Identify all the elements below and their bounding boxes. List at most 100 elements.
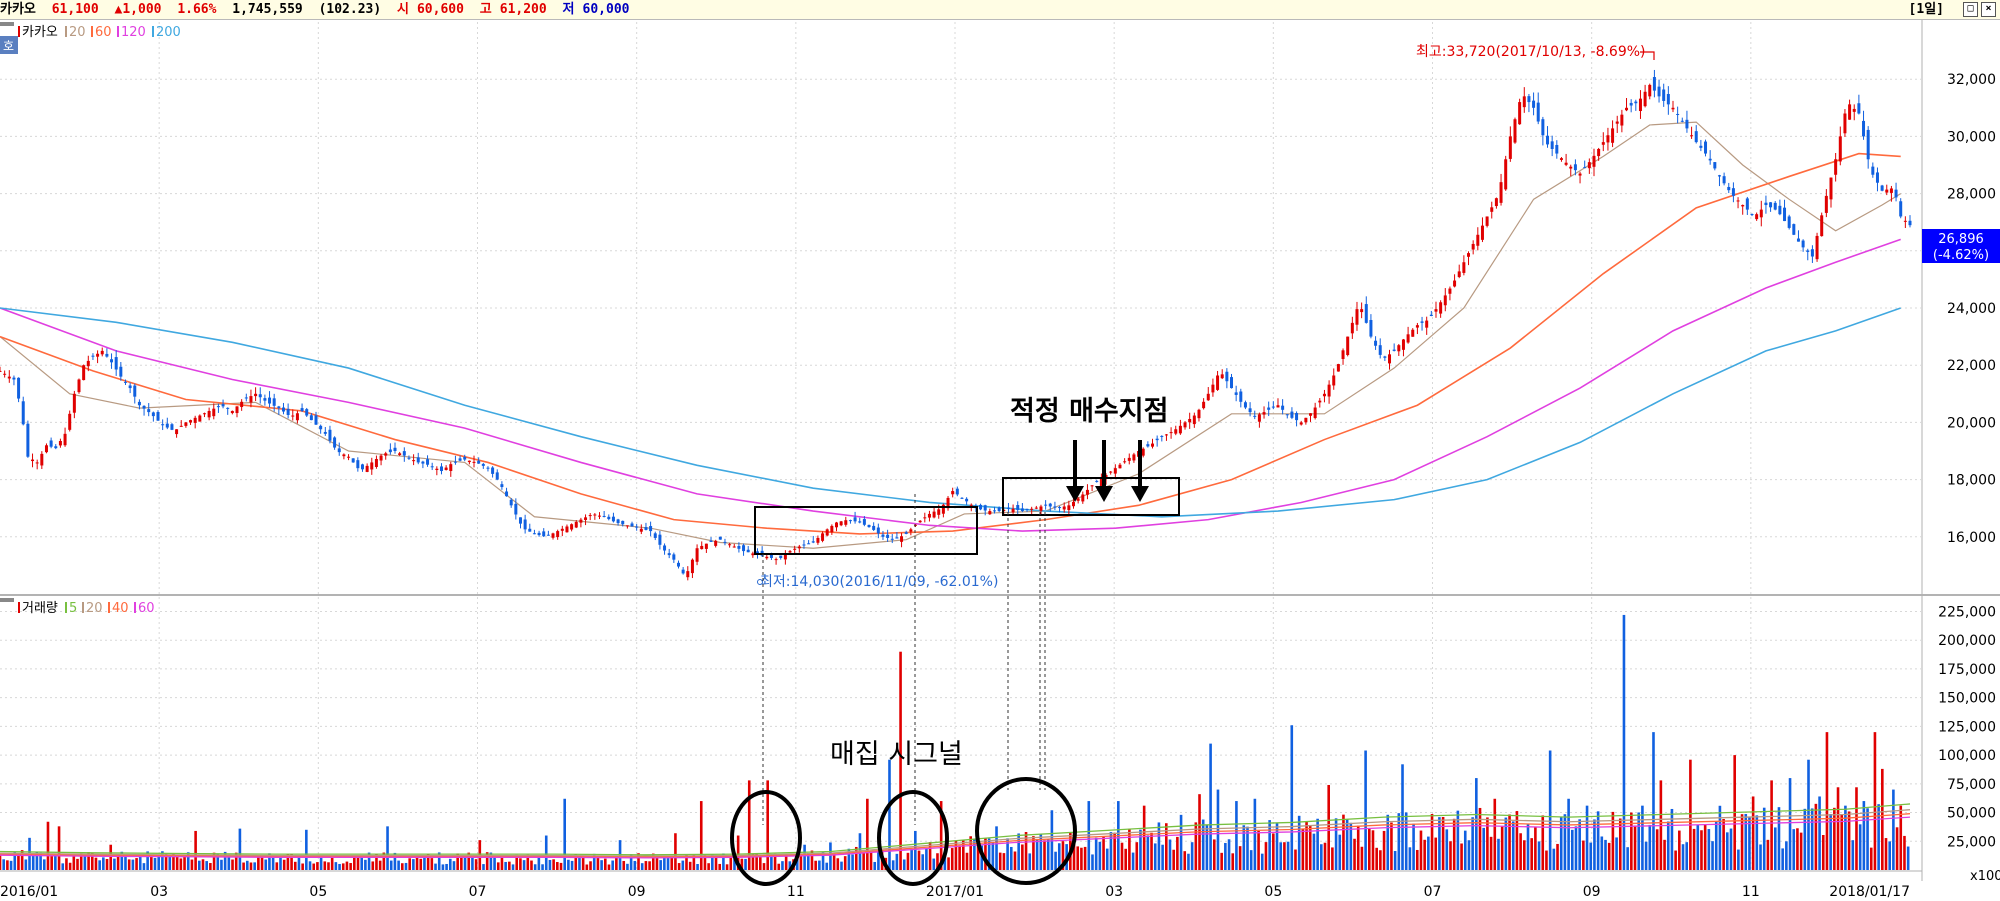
volume-bar <box>500 856 504 870</box>
volume-bar <box>116 855 120 870</box>
candle-body <box>63 433 67 446</box>
period-selector[interactable]: [1일] <box>1908 2 1944 17</box>
candle-body <box>1694 131 1698 143</box>
volume-bar <box>504 861 507 870</box>
candle-body <box>955 488 959 495</box>
candle-body <box>1578 173 1582 176</box>
volume-tick-label: 100,000 <box>1938 748 1996 764</box>
volume-bar <box>1829 814 1832 870</box>
volume-bar <box>61 863 65 870</box>
volume-bar <box>39 852 42 870</box>
volume-bar <box>1471 817 1474 870</box>
candle-body <box>788 551 792 553</box>
volume-bar <box>1803 808 1807 870</box>
candle-body <box>226 407 230 409</box>
volume-bar <box>205 861 208 870</box>
volume-bar <box>290 854 293 870</box>
volume-bar <box>1238 846 1242 870</box>
volume-bar <box>1176 836 1179 870</box>
candle-body <box>783 554 787 560</box>
candle-body <box>1680 120 1684 122</box>
volume-panel-toggle-icon[interactable] <box>0 598 14 602</box>
candle-body <box>1202 401 1206 409</box>
candle-body <box>1722 176 1726 184</box>
volume-bar <box>474 859 478 870</box>
volume-bar <box>1655 829 1659 870</box>
candle-body <box>1034 507 1038 509</box>
candle-body <box>941 504 945 514</box>
candle-body <box>904 532 908 534</box>
volume-tick-label: 25,000 <box>1947 834 1996 850</box>
candle-body <box>0 370 2 372</box>
restore-icon[interactable]: □ <box>1963 2 1978 17</box>
volume-bar <box>939 801 943 870</box>
volume-bar <box>1057 843 1061 870</box>
candle-body <box>128 385 132 389</box>
candle-body <box>1564 162 1568 165</box>
candle-body <box>1364 304 1368 323</box>
volume-bar <box>1666 821 1670 870</box>
volume-bar <box>729 855 733 870</box>
volume-bar <box>175 856 179 870</box>
candle-body <box>305 409 309 416</box>
quote-mode-icon[interactable] <box>0 36 18 54</box>
volume-bar <box>190 859 194 870</box>
volume-bar <box>194 830 197 870</box>
candle-body <box>1824 195 1828 213</box>
volume-bar <box>1168 839 1172 870</box>
volume-bar <box>209 863 212 870</box>
candle-body <box>458 458 462 461</box>
candle-body <box>1518 102 1522 125</box>
volume-bar <box>2 859 5 870</box>
volume-bar <box>57 826 61 870</box>
candle-body <box>1295 413 1299 421</box>
volume-bar <box>493 855 496 870</box>
candle-body <box>1731 188 1735 196</box>
volume-bar <box>1906 846 1910 870</box>
candle-body <box>1759 209 1763 218</box>
volume-bar <box>1759 844 1762 870</box>
volume-bar <box>699 801 703 870</box>
candle-body <box>435 468 439 471</box>
volume-bar <box>1641 805 1644 870</box>
candle-body <box>1239 391 1243 402</box>
close-icon[interactable]: × <box>1981 2 1996 17</box>
candle-body <box>723 541 727 543</box>
candle-body <box>1016 505 1020 510</box>
volume-bar <box>685 854 688 870</box>
volume-legend: 거래량 5 20 40 60 <box>0 598 155 616</box>
volume-bar <box>1427 836 1430 870</box>
volume-bar <box>522 860 526 870</box>
candle-body <box>449 464 453 472</box>
candle-body <box>207 410 211 418</box>
volume-bar <box>1523 840 1526 870</box>
candle-body <box>1434 309 1438 312</box>
candle-body <box>1285 414 1289 416</box>
volume-bar <box>873 861 877 870</box>
candle-body <box>1030 508 1034 510</box>
panel-toggle-icon[interactable] <box>0 22 14 26</box>
volume-bar <box>216 853 220 870</box>
candle-body <box>1044 504 1048 506</box>
candle-body <box>161 424 165 426</box>
volume-ma-line <box>0 803 1911 856</box>
candle-body <box>58 440 62 446</box>
stock-chart[interactable]: 호 카카오 20 60 120 200 거래량 5 20 40 60 16,000 18,000 2… <box>0 20 2000 901</box>
volume-bar <box>1102 836 1105 870</box>
volume-bar <box>814 860 817 870</box>
candle-body <box>528 528 532 532</box>
volume-bar <box>692 854 696 870</box>
volume-bar <box>1286 841 1290 870</box>
volume-bar <box>131 859 135 870</box>
candle-body <box>1620 114 1624 126</box>
volume-bar <box>1393 850 1397 870</box>
volume-bar <box>950 848 954 870</box>
volume-bar <box>150 855 153 870</box>
candle-body <box>853 517 857 522</box>
candle-body <box>909 529 913 532</box>
volume-bar <box>1810 808 1814 870</box>
volume-bar <box>1220 852 1223 870</box>
candle-body <box>1796 238 1800 242</box>
last-price-change: (-4.62%) <box>1933 248 1989 263</box>
volume-bar <box>640 863 644 870</box>
